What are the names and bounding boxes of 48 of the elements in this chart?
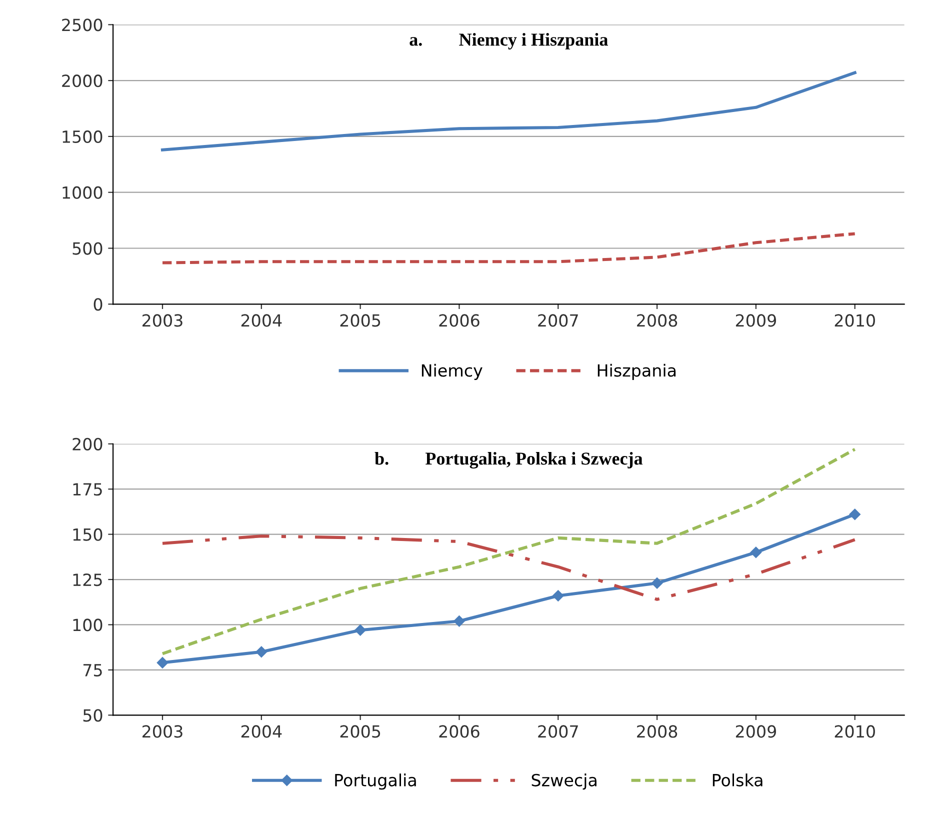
x-tick-label: 2004: [241, 725, 282, 738]
x-tick-label: 2008: [637, 725, 678, 738]
point: [354, 624, 366, 636]
chart-title: a. Niemcy i Hiszpania: [410, 33, 608, 50]
point: [156, 657, 168, 668]
point: [750, 546, 762, 558]
x-tick-label: 2003: [142, 314, 182, 327]
point: [849, 508, 860, 520]
x-tick-label: 2004: [241, 314, 282, 327]
x-tick-label: 2009: [736, 314, 776, 327]
y-tick-label: 200: [72, 438, 102, 450]
x-tick-label: 2007: [538, 314, 578, 327]
legend-label: Szwecja: [532, 774, 596, 790]
point: [651, 578, 663, 589]
y-tick-label: 75: [83, 664, 102, 676]
legend-label: Niemcy: [422, 364, 482, 380]
y-tick-label: 2000: [62, 74, 102, 88]
x-tick-label: 2006: [439, 314, 480, 327]
point: [552, 590, 564, 602]
y-tick-label: 500: [72, 242, 102, 255]
x-tick-label: 2009: [736, 725, 776, 738]
x-tick-label: 2005: [340, 314, 380, 327]
point: [256, 646, 268, 658]
x-tick-label: 2007: [538, 725, 578, 738]
y-tick-label: 150: [73, 528, 102, 541]
y-tick-label: 125: [73, 573, 102, 586]
x-tick-label: 2010: [834, 314, 875, 327]
y-tick-label: 50: [83, 709, 102, 722]
point: [454, 615, 465, 627]
y-tick-label: 0: [94, 298, 102, 311]
chart-title: b. Portugalia, Polska i Szwecja: [374, 452, 643, 469]
legend-label: Hiszpania: [598, 364, 676, 380]
x-tick-label: 2006: [439, 725, 480, 738]
y-tick-label: 1000: [62, 186, 102, 199]
y-tick-label: 1500: [62, 130, 102, 144]
legend-label: Polska: [712, 774, 762, 786]
y-tick-label: 2500: [62, 18, 102, 32]
x-tick-label: 2008: [637, 314, 678, 327]
x-tick-label: 2005: [340, 725, 380, 738]
x-tick-label: 2010: [834, 725, 875, 738]
line-series: [160, 232, 856, 264]
line-series: [160, 448, 856, 656]
line-series: [160, 534, 856, 601]
legend-label: Portugalia: [335, 774, 416, 790]
y-tick-label: 175: [73, 483, 102, 496]
y-tick-label: 100: [73, 618, 102, 632]
x-tick-label: 2003: [142, 725, 182, 738]
line-series: [160, 71, 856, 152]
